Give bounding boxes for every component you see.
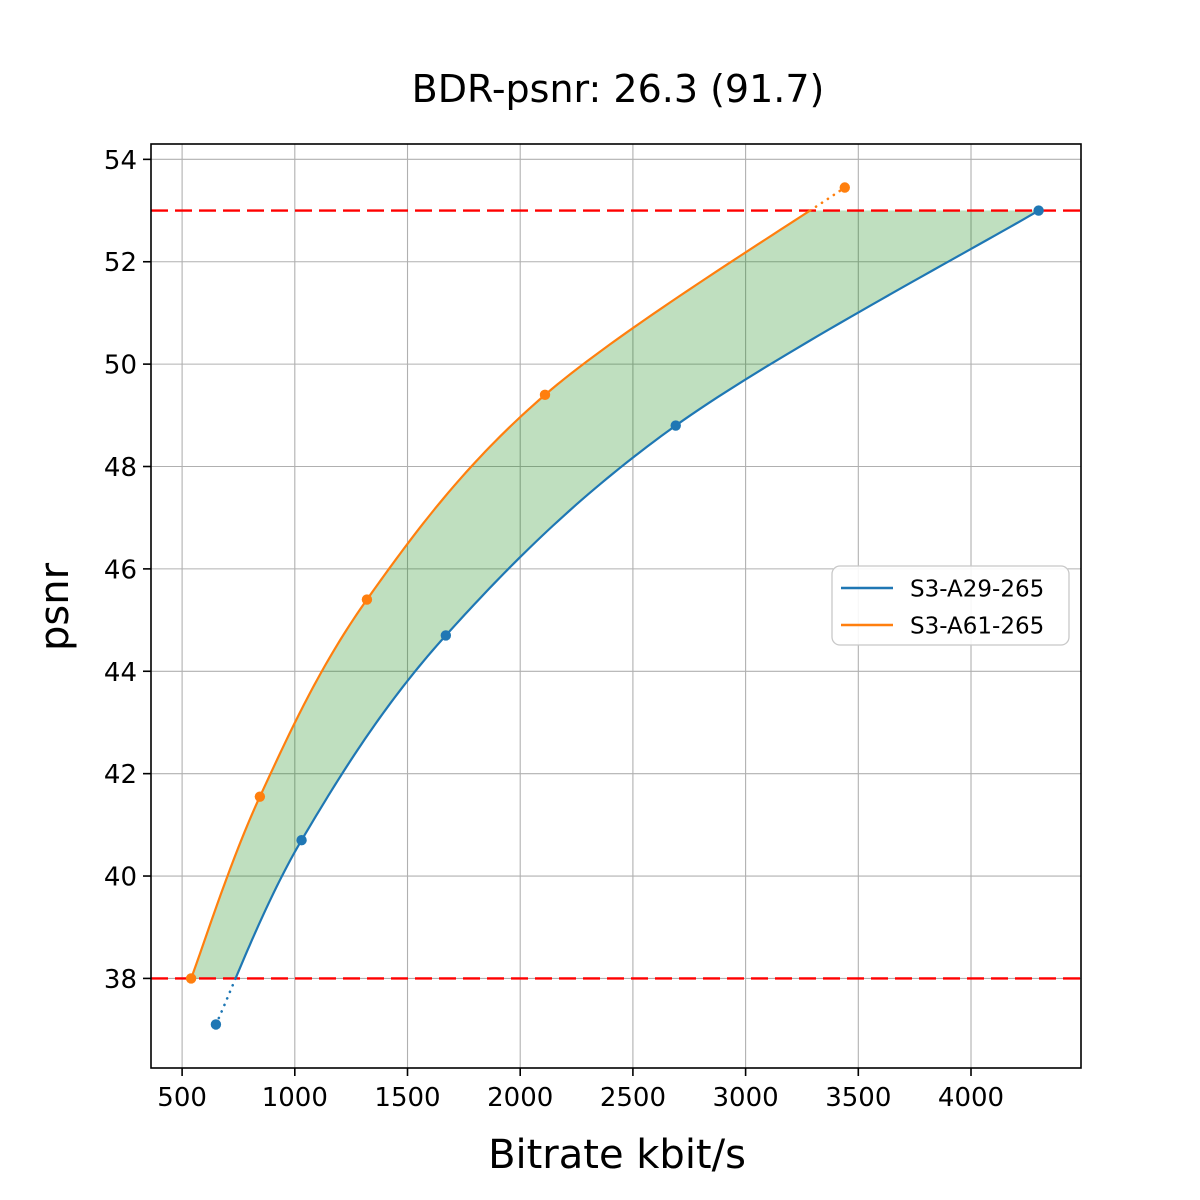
data-point-s3-a61-265	[839, 182, 850, 193]
chart-title: BDR-psnr: 26.3 (91.7)	[412, 67, 825, 111]
x-tick-label: 500	[157, 1083, 207, 1113]
axes-spines	[150, 143, 1082, 1069]
x-axis-label: Bitrate kbit/s	[488, 1132, 746, 1178]
y-tick-label: 54	[104, 146, 137, 176]
y-tick-label: 50	[104, 351, 137, 381]
data-point-s3-a29-265	[296, 834, 307, 846]
data-point-s3-a61-265	[185, 973, 197, 984]
y-tick-label: 48	[104, 453, 137, 483]
legend: S3-A29-265 S3-A61-265	[831, 565, 1070, 646]
legend-label-s3-a61-265: S3-A61-265	[910, 614, 1044, 640]
x-tick-label: 4000	[938, 1083, 1004, 1113]
curve-extrapolated-s3-a61-265	[808, 186, 847, 212]
y-tick-label: 44	[104, 658, 137, 688]
y-tick-label: 42	[104, 760, 137, 790]
y-tick-label: 46	[104, 555, 137, 585]
x-tick-label: 2500	[600, 1083, 666, 1113]
x-tick-label: 1500	[374, 1083, 440, 1113]
y-tick-label: 52	[104, 248, 137, 278]
curve-extrapolated-s3-a29-265	[214, 977, 237, 1026]
data-point-s3-a61-265	[539, 389, 551, 401]
x-tick-label: 1000	[262, 1083, 328, 1113]
data-point-s3-a61-265	[254, 791, 266, 802]
curve-s3-a29-265	[234, 209, 1040, 979]
curve-s3-a61-265	[190, 209, 811, 979]
y-axis-label: psnr	[32, 562, 78, 651]
legend-label-s3-a29-265: S3-A29-265	[910, 577, 1044, 603]
bd-shaded-region	[191, 210, 1039, 979]
x-tick-label: 2000	[487, 1083, 553, 1113]
data-point-s3-a29-265	[1033, 205, 1044, 216]
data-point-s3-a61-265	[361, 594, 373, 605]
x-tick-label: 3000	[713, 1083, 779, 1113]
data-point-s3-a29-265	[440, 630, 452, 641]
data-point-s3-a29-265	[210, 1019, 222, 1030]
y-tick-label: 40	[104, 863, 137, 893]
data-point-s3-a29-265	[670, 420, 681, 431]
x-tick-label: 3500	[825, 1083, 891, 1113]
y-tick-label: 38	[104, 965, 137, 995]
plot-area: 500 1000 1500 2000 2500 3000 3500 4000 38 40 42 44 4…	[104, 143, 1082, 1113]
